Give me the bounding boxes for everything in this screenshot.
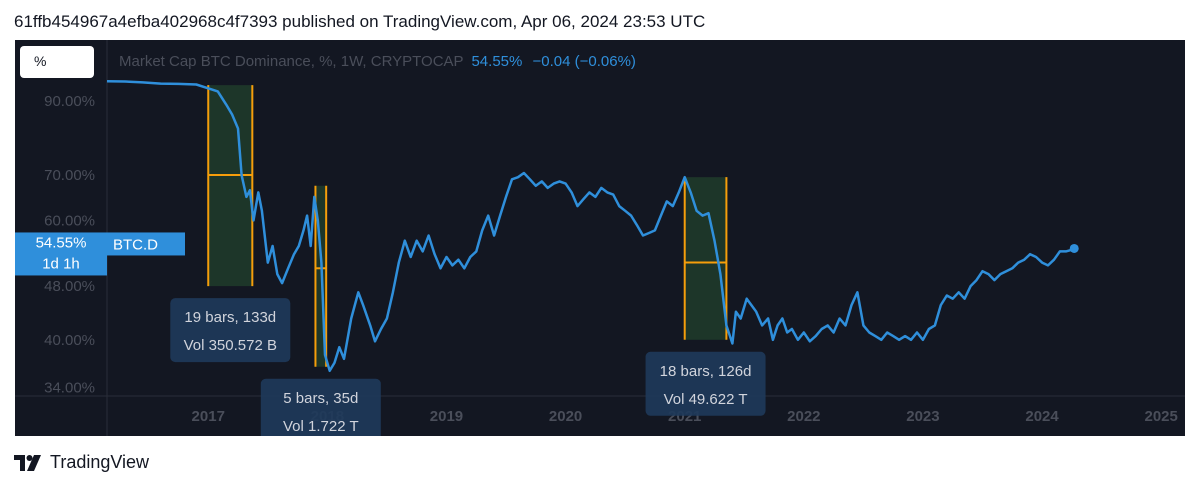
range-volume-label: Vol 49.622 T	[664, 391, 748, 408]
symbol-tag-label: BTC.D	[113, 236, 158, 253]
price-tag	[15, 232, 107, 276]
range-box[interactable]	[684, 177, 727, 340]
range-volume-label: Vol 350.572 B	[184, 337, 277, 354]
range-bars-label: 19 bars, 133d	[184, 309, 276, 326]
x-tick-label: 2022	[787, 408, 820, 425]
tradingview-logo[interactable]: TradingView	[14, 452, 149, 473]
y-tick-label: 40.00%	[44, 332, 95, 349]
symbol-tag	[107, 232, 185, 256]
range-box[interactable]	[208, 85, 253, 287]
y-tick-label: 90.00%	[44, 93, 95, 110]
x-tick-label: 2017	[192, 408, 225, 425]
legend-change: −0.04 (−0.06%)	[532, 53, 636, 70]
series-legend: Market Cap BTC Dominance, %, 1W, CRYPTOC…	[119, 53, 636, 70]
series-line	[106, 79, 1075, 373]
y-tick-label: 60.00%	[44, 212, 95, 229]
tradingview-logo-icon	[14, 454, 41, 471]
published-header: 61ffb454967a4efba402968c4f7393 published…	[14, 12, 706, 31]
range-bars-label: 5 bars, 35d	[283, 390, 358, 407]
price-tag-value: 54.55%	[36, 234, 87, 251]
last-value-dot	[1069, 243, 1079, 253]
range-bars-label: 18 bars, 126d	[660, 363, 752, 380]
legend-last-value: 54.55%	[471, 53, 523, 70]
legend-symbol-description: Market Cap BTC Dominance, %, 1W, CRYPTOC…	[119, 53, 464, 70]
chart-panel[interactable]: 90.00% 70.00% 60.00% 48.00% 40.00% 34.00% 2017…	[15, 40, 1185, 436]
y-tick-label: 48.00%	[44, 278, 95, 295]
range-info-box	[170, 298, 291, 363]
scale-mode-button[interactable]: %	[20, 46, 94, 78]
chart-canvas[interactable]: 90.00% 70.00% 60.00% 48.00% 40.00% 34.00% 2017…	[15, 40, 1185, 436]
tradingview-brand: TradingView	[50, 452, 150, 472]
x-tick-label: 2020	[549, 408, 582, 425]
y-tick-label: 34.00%	[44, 380, 95, 397]
range-info-box	[260, 378, 381, 436]
x-tick-label: 2019	[430, 408, 463, 425]
y-tick-label: 70.00%	[44, 167, 95, 184]
x-tick-label: 2025	[1144, 408, 1177, 425]
x-tick-label: 2024	[1025, 408, 1059, 425]
range-info-box	[645, 351, 766, 416]
price-tag-timeframe: 1d 1h	[42, 255, 80, 272]
range-volume-label: Vol 1.722 T	[283, 418, 359, 435]
x-tick-label: 2023	[906, 408, 939, 425]
